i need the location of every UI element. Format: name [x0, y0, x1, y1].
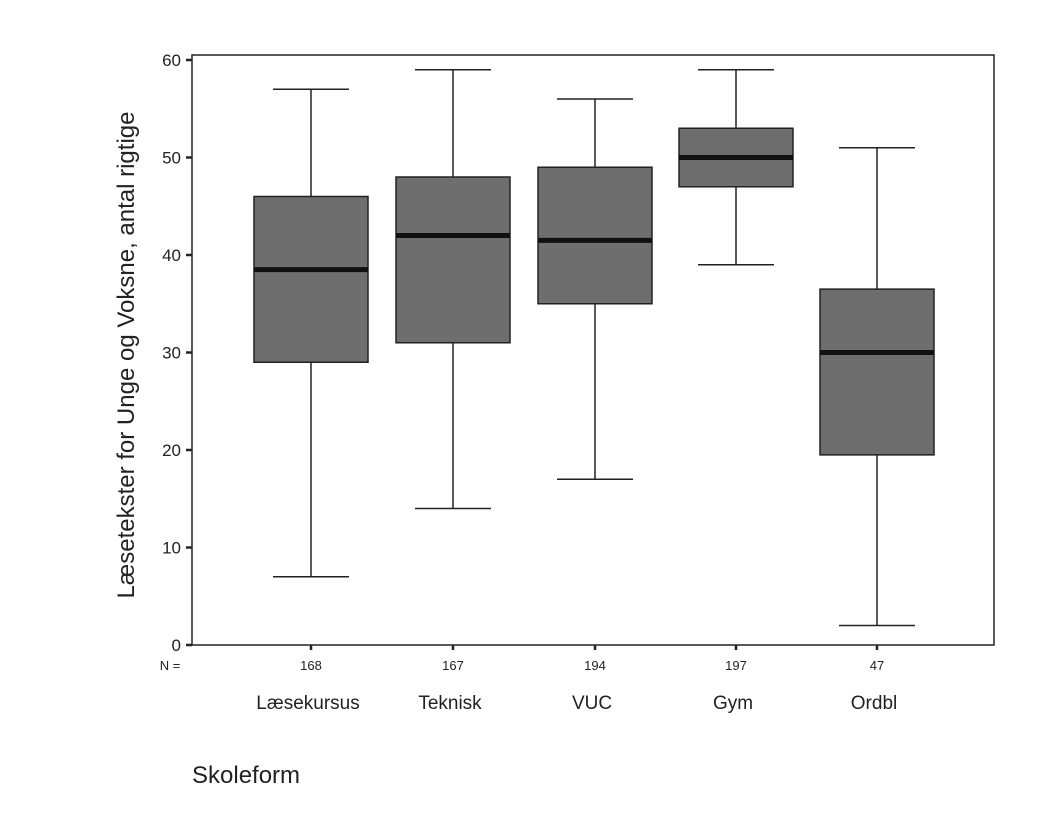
n-count-label: 168: [300, 658, 322, 673]
y-tick-label: 40: [162, 246, 181, 265]
n-count-label: 47: [870, 658, 884, 673]
y-tick-label: 20: [162, 441, 181, 460]
n-prefix-label: N =: [160, 658, 181, 673]
box-gym: [678, 69, 794, 266]
x-axis: 168 Læsekursus 167 Teknisk 194 VUC 197 Gym 47 Ord…: [256, 645, 897, 714]
n-count-label: 194: [584, 658, 606, 673]
n-count-label: 197: [725, 658, 747, 673]
plot-frame: [191, 54, 995, 646]
n-count-label: 167: [442, 658, 464, 673]
box-teknisk: [395, 69, 511, 510]
x-axis-title: Skoleform: [192, 762, 300, 789]
y-axis: 0 10 20 30 40 50 60: [162, 51, 192, 655]
y-tick-label: 50: [162, 149, 181, 168]
boxes-layer: [253, 69, 935, 627]
box-læsekursus: [253, 88, 369, 578]
category-label: Læsekursus: [256, 693, 360, 714]
iqr-box: [537, 166, 653, 305]
category-label: VUC: [572, 693, 612, 714]
y-tick-label: 60: [162, 51, 181, 70]
box-ordbl: [819, 147, 935, 627]
y-axis-title: Læsetekster for Unge og Voksne, antal ri…: [113, 112, 140, 599]
y-tick-label: 0: [172, 636, 181, 655]
category-label: Teknisk: [418, 693, 482, 714]
y-tick-label: 30: [162, 344, 181, 363]
iqr-box: [819, 288, 935, 456]
box-vuc: [537, 98, 653, 480]
y-tick-label: 10: [162, 539, 181, 558]
iqr-box: [395, 176, 511, 344]
iqr-box: [253, 195, 369, 363]
category-label: Gym: [713, 693, 753, 714]
category-label: Ordbl: [851, 693, 897, 714]
